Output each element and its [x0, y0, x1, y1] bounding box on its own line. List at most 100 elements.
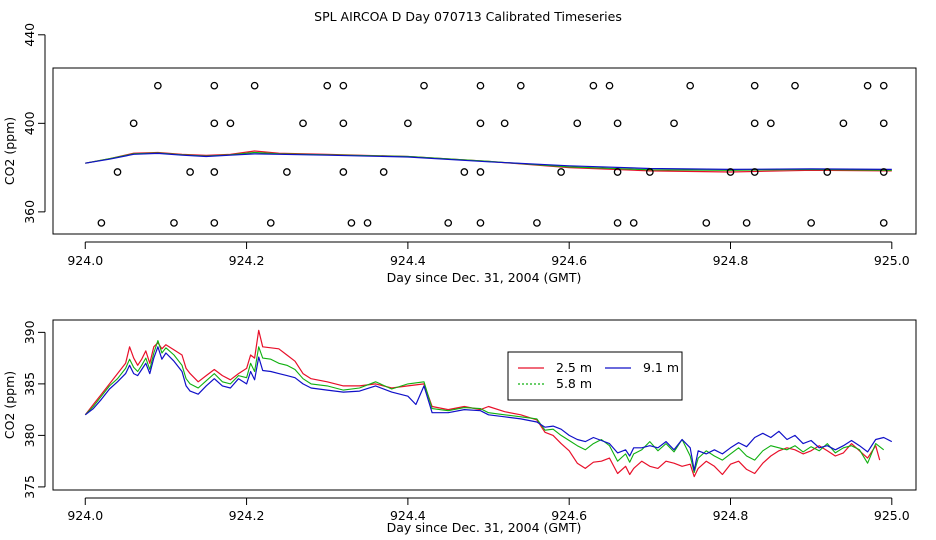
bottom-y-tick-label: 380 [22, 423, 37, 447]
top-scatter-point [750, 81, 759, 90]
top-scatter-point [839, 119, 848, 128]
top-scatter-point [476, 168, 485, 176]
top-scatter-point [533, 219, 541, 227]
top-scatter-point [629, 219, 638, 227]
top-series-group [85, 150, 892, 173]
top-x-tick-label: 925.0 [874, 253, 910, 268]
top-scatter-point [379, 168, 388, 176]
bottom-x-tick-label: 924.8 [713, 508, 749, 523]
bottom-x-tick-label: 924.0 [67, 508, 103, 523]
legend-label-5-8m: 5.8 m [556, 376, 592, 391]
bottom-series-line-2-5-m [84, 329, 881, 478]
top-scatter-point [154, 81, 162, 90]
top-scatter-point [129, 119, 138, 128]
top-y-axis-label: CO2 (ppm) [2, 117, 17, 185]
top-y-tick-label: 360 [22, 200, 37, 224]
top-scatter-point [97, 219, 106, 227]
bottom-series-line-9-1-m [84, 346, 893, 471]
top-scatter-point [879, 168, 888, 176]
page-title: SPL AIRCOA D Day 070713 Calibrated Times… [314, 9, 622, 24]
top-scatter-point [791, 81, 799, 90]
top-scatter-point [420, 81, 428, 90]
top-scatter-point [444, 219, 453, 227]
top-x-axis-label: Day since Dec. 31, 2004 (GMT) [387, 270, 582, 285]
top-scatter-point [766, 119, 775, 128]
top-scatter-point [339, 119, 348, 128]
top-scatter-point [210, 168, 219, 176]
bottom-x-tick-label: 924.4 [390, 508, 426, 523]
top-scatter-point [750, 168, 759, 176]
top-scatter-point [557, 168, 565, 176]
top-scatter-point [460, 168, 469, 176]
bottom-x-tick-label: 924.2 [229, 508, 265, 523]
bottom-y-tick-label: 390 [22, 320, 37, 344]
top-x-tick-label: 924.6 [551, 253, 587, 268]
top-scatter-point [613, 168, 622, 176]
bottom-series-group [84, 329, 893, 478]
top-scatter-point [283, 168, 291, 176]
top-scatter-point [750, 119, 759, 128]
top-scatter-point [589, 81, 598, 90]
top-scatter-point [476, 119, 485, 128]
top-scatter-point [702, 219, 711, 227]
top-x-tick-label: 924.8 [713, 253, 749, 268]
top-scatter-point [516, 81, 525, 90]
top-scatter-point [476, 81, 485, 90]
top-x-tick-label: 924.2 [229, 253, 265, 268]
top-scatter-point [500, 119, 509, 128]
top-scatter-point [863, 81, 872, 90]
bottom-x-tick-label: 924.6 [551, 508, 587, 523]
top-scatter-point [339, 81, 348, 90]
top-scatter-point [226, 119, 235, 128]
bottom-series-line-5-8-m [84, 340, 885, 474]
top-scatter-point [266, 219, 275, 227]
top-scatter-point [879, 119, 888, 128]
top-scatter-point [726, 168, 735, 176]
bottom-x-tick-label: 925.0 [874, 508, 910, 523]
bottom-y-tick-label: 385 [22, 372, 37, 396]
legend-box [507, 351, 683, 401]
top-plot: Day since Dec. 31, 2004 (GMT) CO2 (ppm) … [2, 23, 917, 285]
top-scatter-point [210, 81, 219, 90]
top-scatter-point [807, 219, 815, 227]
legend: 2.5 m 5.8 m 9.1 m [507, 351, 683, 401]
top-scatter-point [573, 119, 582, 128]
top-scatter-point [605, 81, 614, 90]
bottom-plot-frame [52, 319, 917, 491]
top-scatter-point [613, 119, 622, 128]
top-x-tick-label: 924.0 [67, 253, 103, 268]
bottom-y-tick-label: 375 [22, 475, 37, 499]
top-plot-marks: 924.0 924.2 924.4 924.6 924.8 925.0 360 400 440 [22, 23, 910, 268]
top-scatter-point [742, 219, 751, 227]
legend-label-2-5m: 2.5 m [556, 360, 592, 375]
top-scatter-point [613, 219, 622, 227]
top-scatter-point [323, 81, 332, 90]
top-y-tick-label: 440 [22, 23, 37, 47]
bottom-y-axis-label: CO2 (ppm) [2, 371, 17, 439]
top-scatter-point [686, 81, 695, 90]
top-scatter-point [299, 119, 307, 128]
top-plot-frame [52, 67, 917, 235]
bottom-plot-marks: 924.0 924.2 924.4 924.6 924.8 925.0 375 380 385 3… [22, 320, 910, 523]
top-scatter-point [210, 219, 219, 227]
top-scatter-point [347, 219, 356, 227]
top-series-line-9-1-m [85, 152, 892, 170]
top-scatter-point [186, 168, 194, 176]
bottom-x-axis-label: Day since Dec. 31, 2004 (GMT) [387, 520, 582, 535]
top-scatter-point [250, 81, 259, 90]
bottom-plot: Day since Dec. 31, 2004 (GMT) CO2 (ppm) … [2, 319, 917, 535]
top-scatter-point [645, 168, 654, 176]
top-scatter-point [170, 219, 178, 227]
top-scatter-point [879, 219, 888, 227]
top-scatter-point [404, 119, 412, 128]
top-x-tick-label: 924.4 [390, 253, 426, 268]
top-scatter-point [670, 119, 678, 128]
top-scatter-point [476, 219, 485, 227]
top-scatter-point [210, 119, 219, 128]
top-scatter-point [823, 168, 832, 176]
top-scatter-point [363, 219, 372, 227]
top-scatter-point [113, 168, 122, 176]
legend-label-9-1m: 9.1 m [643, 360, 679, 375]
top-y-tick-label: 400 [22, 111, 37, 135]
